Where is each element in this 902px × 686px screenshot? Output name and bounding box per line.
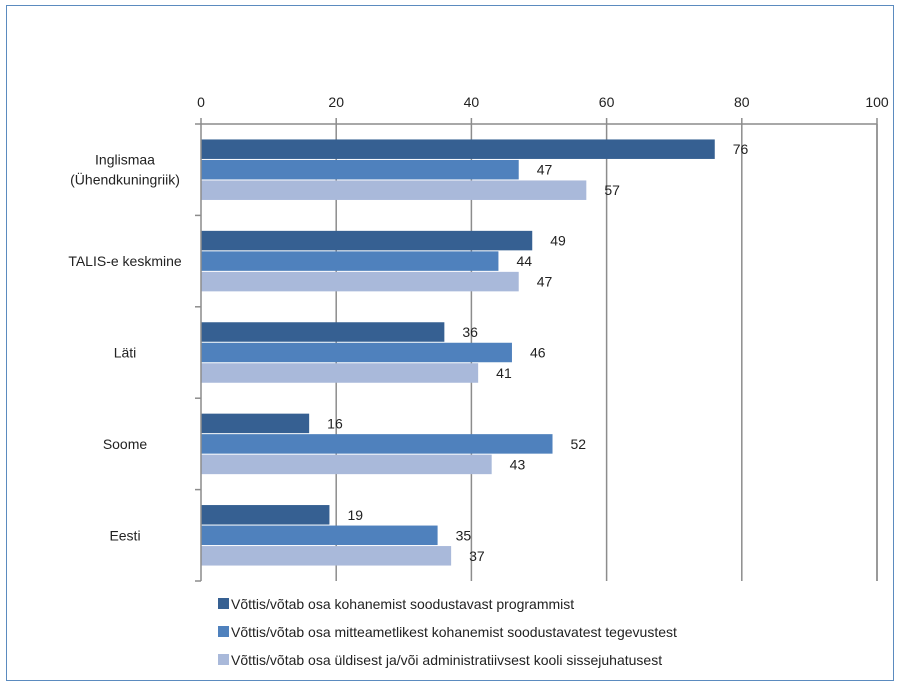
x-tick-label: 100 <box>865 94 889 110</box>
bar <box>201 505 330 525</box>
bar <box>201 546 452 566</box>
data-label: 76 <box>733 141 749 157</box>
category-label: Inglismaa <box>95 152 155 168</box>
bar <box>201 363 479 383</box>
bar <box>201 251 499 271</box>
data-label: 37 <box>469 548 485 564</box>
data-label: 57 <box>604 182 620 198</box>
bar <box>201 139 715 159</box>
data-label: 52 <box>571 436 587 452</box>
bar <box>201 322 445 342</box>
data-label: 47 <box>537 274 553 290</box>
x-tick-label: 0 <box>197 94 205 110</box>
data-label: 43 <box>510 456 526 472</box>
legend-label: Võttis/võtab osa kohanemist soodustavast… <box>231 596 574 612</box>
bar <box>201 230 533 251</box>
data-label: 49 <box>550 233 566 249</box>
data-label: 19 <box>347 507 363 523</box>
bar <box>201 413 310 434</box>
legend-label: Võttis/võtab osa mitteametlikest kohanem… <box>231 624 677 640</box>
legend-swatch <box>218 598 229 609</box>
bar <box>201 271 519 292</box>
legend-label: Võttis/võtab osa üldisest ja/või adminis… <box>231 652 662 668</box>
data-label: 36 <box>462 324 478 340</box>
legend-swatch <box>218 626 229 637</box>
bar <box>201 525 438 546</box>
x-tick-label: 40 <box>464 94 480 110</box>
bar <box>201 434 553 454</box>
x-tick-label: 80 <box>734 94 750 110</box>
data-label: 41 <box>496 365 512 381</box>
category-label: (Ühendkuningriik) <box>70 171 180 188</box>
data-label: 16 <box>327 415 343 431</box>
bar <box>201 180 587 200</box>
data-label: 47 <box>537 162 553 178</box>
data-label: 44 <box>516 253 532 269</box>
bar <box>201 159 519 180</box>
bar <box>201 342 512 363</box>
x-tick-label: 20 <box>328 94 344 110</box>
category-label: Läti <box>114 345 137 361</box>
data-label: 46 <box>530 345 546 361</box>
data-label: 35 <box>456 527 472 543</box>
category-label: TALIS-e keskmine <box>68 253 182 269</box>
bar <box>201 454 492 475</box>
category-label: Eesti <box>109 527 140 543</box>
legend-swatch <box>218 654 229 665</box>
category-label: Soome <box>103 436 148 452</box>
x-tick-label: 60 <box>599 94 615 110</box>
